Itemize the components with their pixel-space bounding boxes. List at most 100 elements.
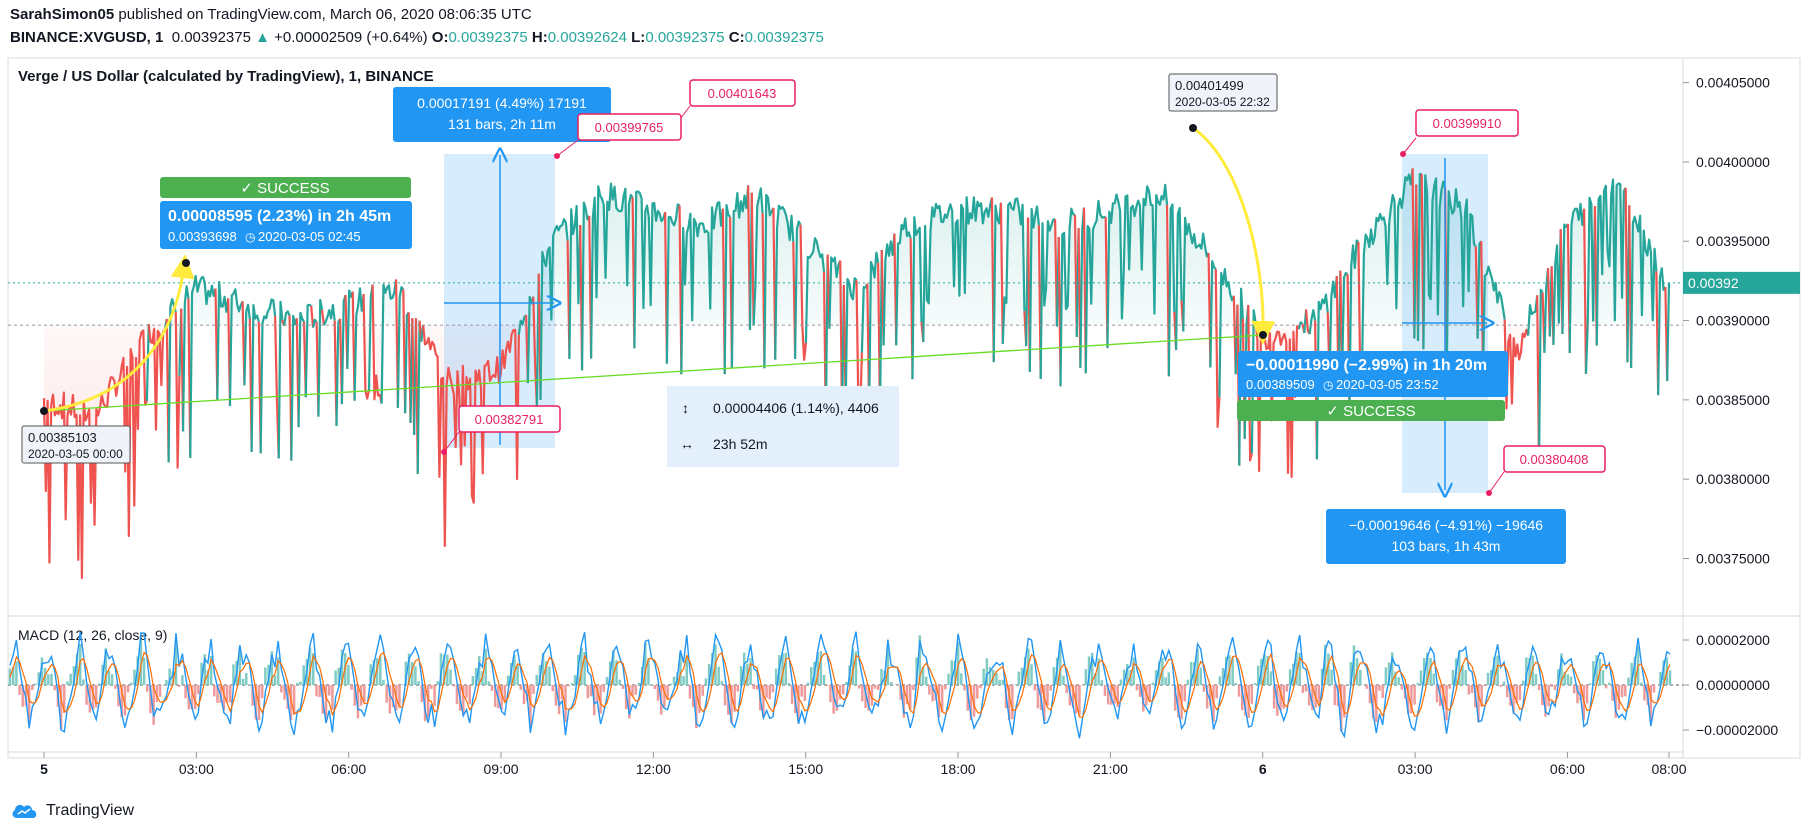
price-segment — [763, 193, 775, 369]
price-segment — [147, 323, 166, 431]
callout-5[interactable]: 0.00380408 — [1486, 445, 1606, 496]
price-segment — [1629, 214, 1658, 369]
callout-1[interactable]: 0.00401643 — [671, 79, 796, 130]
author[interactable]: SarahSimon05 — [10, 6, 115, 23]
low-label: L: — [631, 29, 646, 46]
measure-label-2[interactable]: −0.00011990 (−2.99%) in 1h 20m 0.0038950… — [1238, 351, 1508, 397]
open-value: 0.00392375 — [448, 29, 528, 46]
price-segment — [422, 324, 520, 548]
svg-text:−0.00019646 (−4.91%) −19646: −0.00019646 (−4.91%) −19646 — [1349, 517, 1543, 533]
publish-info: published on TradingView.com, March 06, … — [118, 6, 532, 23]
success-badge-2: ✓ SUCCESS — [1237, 400, 1505, 421]
price-segment — [1527, 295, 1539, 336]
price-segment — [1297, 321, 1304, 330]
price-segment — [181, 285, 190, 432]
svg-text:2020-03-05 23:52: 2020-03-05 23:52 — [1336, 377, 1439, 392]
price-segment — [1595, 178, 1627, 346]
price-segment — [794, 220, 802, 359]
svg-text:✓ SUCCESS: ✓ SUCCESS — [1326, 403, 1415, 420]
macd-axis[interactable]: 0.00002000 0.00000000 −0.00002000 — [1683, 632, 1778, 738]
svg-text:0.00401643: 0.00401643 — [708, 86, 777, 101]
svg-text:103 bars, 1h 43m: 103 bars, 1h 43m — [1392, 538, 1501, 554]
price-segment — [1552, 229, 1562, 345]
symbol-line: BINANCE:XVGUSD, 1 0.00392375 ▲ +0.000025… — [10, 29, 824, 46]
price-axis[interactable]: 0.00405000 0.00400000 0.00395000 0.00390000… — [1683, 75, 1770, 567]
measure-label-1[interactable]: 0.00008595 (2.23%) in 2h 45m 0.00393698 … — [160, 201, 412, 249]
close-label: C: — [728, 29, 745, 46]
price-segment — [1308, 308, 1317, 335]
price-segment — [799, 224, 808, 361]
yellow-arrow-2[interactable] — [1192, 126, 1276, 345]
price-segment — [723, 203, 732, 375]
svg-text:0.00385103: 0.00385103 — [28, 430, 97, 445]
time-axis[interactable]: 5 03:00 06:00 09:00 12:00 15:00 18:00 21:00 6 03:… — [40, 752, 1687, 777]
svg-text:131 bars, 2h 11m: 131 bars, 2h 11m — [448, 116, 556, 132]
range-label-1[interactable]: 0.00017191 (4.49%) 17191 131 bars, 2h 11… — [393, 87, 611, 142]
price-segment — [1568, 202, 1586, 354]
price-segment — [580, 201, 591, 371]
publish-line: SarahSimon05 published on TradingView.co… — [10, 6, 532, 23]
svg-text:0.00393698: 0.00393698 — [168, 229, 237, 244]
price-segment — [882, 233, 896, 346]
macd-tick-label: 0.00000000 — [1696, 677, 1770, 693]
price-tick-label: 0.00400000 — [1696, 154, 1770, 170]
price-segment — [1182, 216, 1210, 332]
tradingview-cloud-icon — [12, 804, 37, 818]
yellow-arrow-1[interactable] — [43, 254, 195, 413]
price-segment — [1584, 196, 1597, 374]
clock-icon-2: ◷ — [1323, 378, 1333, 392]
callout-3[interactable]: 0.00382791 — [441, 405, 561, 455]
price-segment — [911, 216, 923, 380]
time-tick-label: 21:00 — [1093, 761, 1128, 777]
price-segment — [804, 237, 826, 343]
time-tick-label: 09:00 — [484, 761, 519, 777]
price-segment — [1001, 197, 1026, 344]
price-segment — [216, 280, 230, 400]
price-segment — [1084, 199, 1106, 374]
open-label: O: — [431, 29, 449, 46]
time-tick-label: 03:00 — [179, 761, 214, 777]
point-peak-1 — [182, 259, 190, 267]
price-segment — [320, 309, 325, 326]
signal-line — [9, 651, 1671, 718]
price-segment — [396, 286, 405, 408]
macd-title: MACD (12, 26, close, 9) — [18, 627, 167, 643]
callout-2[interactable]: 0.00399765 — [554, 113, 682, 159]
price-segment — [145, 323, 150, 401]
tradingview-logo[interactable]: TradingView — [10, 802, 134, 820]
range-label-2[interactable]: −0.00019646 (−4.91%) −19646 103 bars, 1h… — [1326, 509, 1566, 564]
chart-title: Verge / US Dollar (calculated by Trading… — [18, 68, 434, 85]
svg-text:−0.00011990 (−2.99%) in 1h 20m: −0.00011990 (−2.99%) in 1h 20m — [1246, 357, 1487, 374]
price-tick-label: 0.00380000 — [1696, 471, 1770, 487]
price-segment — [311, 318, 318, 328]
svg-text:0.00380408: 0.00380408 — [1520, 452, 1589, 467]
price-change: +0.00002509 (+0.64%) — [274, 29, 428, 46]
width-icon: ↔ — [680, 436, 694, 452]
price-segment — [317, 298, 324, 417]
brand-name: TradingView — [46, 802, 135, 819]
macd-tick-label: −0.00002000 — [1696, 722, 1778, 738]
label-peak[interactable]: 0.00401499 2020-03-05 22:32 — [1168, 73, 1278, 112]
price-segment — [1445, 188, 1477, 363]
svg-text:0.00017191 (4.49%) 17191: 0.00017191 (4.49%) 17191 — [417, 95, 587, 111]
trend-line[interactable] — [43, 334, 1264, 412]
price-segment — [297, 311, 305, 428]
price-segment — [895, 217, 912, 346]
time-tick-label: 5 — [40, 761, 48, 777]
price-segment — [1583, 208, 1588, 374]
price-segment — [828, 256, 842, 329]
price-segment — [304, 303, 312, 398]
point-start — [40, 407, 48, 415]
price-segment — [868, 251, 880, 412]
label-start[interactable]: 0.00385103 2020-03-05 00:00 — [21, 425, 131, 464]
time-tick-label: 18:00 — [941, 761, 976, 777]
callout-4[interactable]: 0.00399910 — [1400, 109, 1519, 157]
info-box[interactable]: ↕ 0.00004406 (1.14%), 4406 ↔ 23h 52m — [667, 386, 899, 467]
time-tick-label: 06:00 — [1550, 761, 1585, 777]
price-line — [42, 168, 1671, 580]
chart-frame — [7, 57, 1801, 759]
price-segment — [1348, 239, 1360, 414]
price-segment — [1059, 207, 1076, 387]
svg-text:0.00399765: 0.00399765 — [595, 120, 664, 135]
